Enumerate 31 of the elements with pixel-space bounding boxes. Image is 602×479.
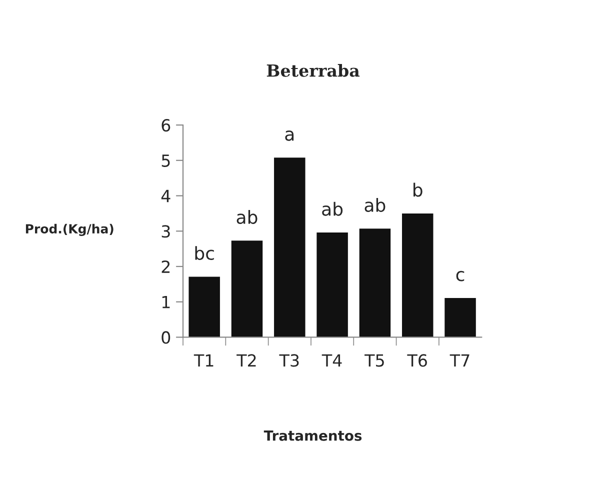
annotation: ab — [322, 202, 343, 216]
annotation: ab — [364, 198, 386, 212]
y-tick-label: 3 — [162, 225, 170, 238]
y-tick-label: 0 — [162, 331, 170, 344]
y-tick-label: 4 — [161, 190, 170, 202]
bar — [274, 158, 306, 338]
bar — [231, 240, 263, 338]
bar — [316, 232, 348, 338]
y-tick-label: 1 — [162, 296, 170, 308]
bar — [359, 228, 391, 338]
bar — [444, 298, 476, 338]
x-tick-label: T3 — [279, 354, 299, 367]
bar — [402, 213, 434, 338]
x-tick-label: T2 — [236, 354, 256, 367]
annotation: ab — [236, 210, 258, 224]
y-tick-label: 2 — [162, 260, 170, 273]
x-tick-label: T4 — [322, 354, 342, 367]
annotation: c — [456, 270, 464, 282]
x-tick-label: T1 — [194, 354, 214, 367]
x-axis-title: Tratamentos — [264, 430, 362, 441]
annotation: bc — [195, 246, 214, 260]
chart-title: Beterraba — [266, 64, 360, 77]
y-tick-label: 6 — [162, 118, 170, 132]
x-tick-label: T6 — [407, 354, 427, 367]
bar — [188, 276, 220, 338]
x-tick-label: T5 — [364, 354, 384, 367]
y-tick-label: 5 — [162, 154, 170, 167]
annotation: b — [414, 182, 422, 197]
x-tick-label: T7 — [450, 354, 470, 367]
y-axis-title: Prod.(Kg/ha) — [26, 224, 114, 236]
annotation: a — [285, 130, 294, 141]
